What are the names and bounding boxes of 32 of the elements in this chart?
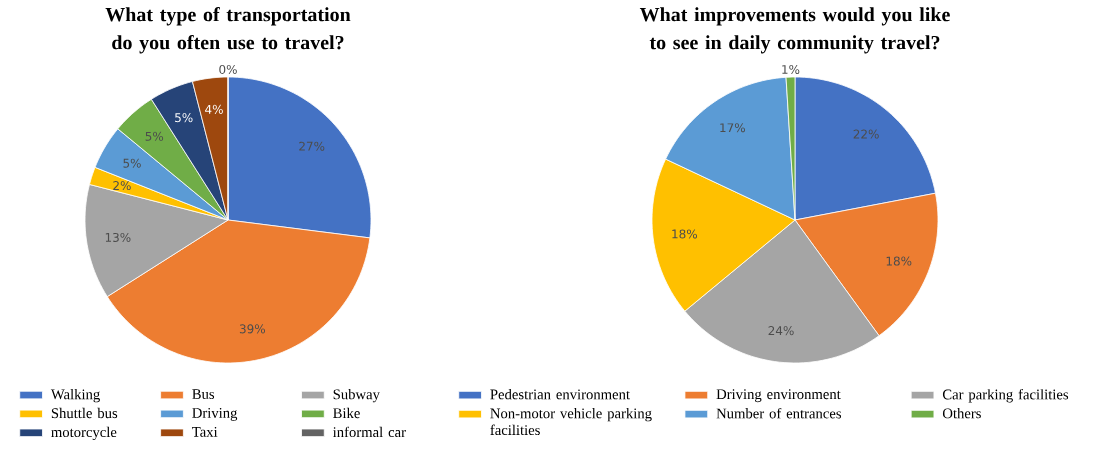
data-label: 17% (720, 123, 745, 133)
data-label: 27% (299, 141, 325, 151)
data-label: 1% (782, 64, 800, 75)
legend-label: Shuttle bus (51, 407, 118, 419)
legend-label: motorcycle (51, 426, 117, 441)
data-label: 18% (672, 229, 698, 239)
legend-label: Driving (192, 408, 238, 421)
data-label: 22% (853, 129, 879, 139)
legend-label: Walking (50, 388, 100, 403)
legend-label: Number of entrances (716, 407, 841, 419)
data-label: 5% (175, 113, 193, 123)
data-label: 13% (105, 232, 131, 242)
legend-label: Pedestrian environment (490, 389, 630, 400)
chart-title: What type of transportation do you often use to travel? (105, 7, 351, 54)
data-label: 39% (239, 324, 266, 334)
data-label: 4% (205, 104, 223, 114)
legend-label: Taxi (192, 426, 218, 437)
data-label: 5% (123, 158, 141, 168)
data-label: 18% (886, 256, 912, 266)
legend-label: informal car (332, 426, 406, 438)
legend-label: Others (942, 408, 981, 419)
chart-title: What improvements would you like to see in daily community travel? (639, 7, 950, 54)
legend-label: Car parking facilities (942, 388, 1069, 403)
legend-label: Non-motor vehicle parking facilities (490, 408, 652, 436)
data-label: 2% (113, 181, 131, 191)
legend-label: Driving environment (716, 389, 841, 403)
legend-label: Bus (192, 389, 215, 399)
data-label: 24% (768, 326, 794, 336)
legend-label: Subway (333, 388, 380, 403)
legend-label: Bike (333, 407, 360, 419)
data-label: 5% (145, 131, 164, 141)
text: 0% (219, 64, 237, 74)
